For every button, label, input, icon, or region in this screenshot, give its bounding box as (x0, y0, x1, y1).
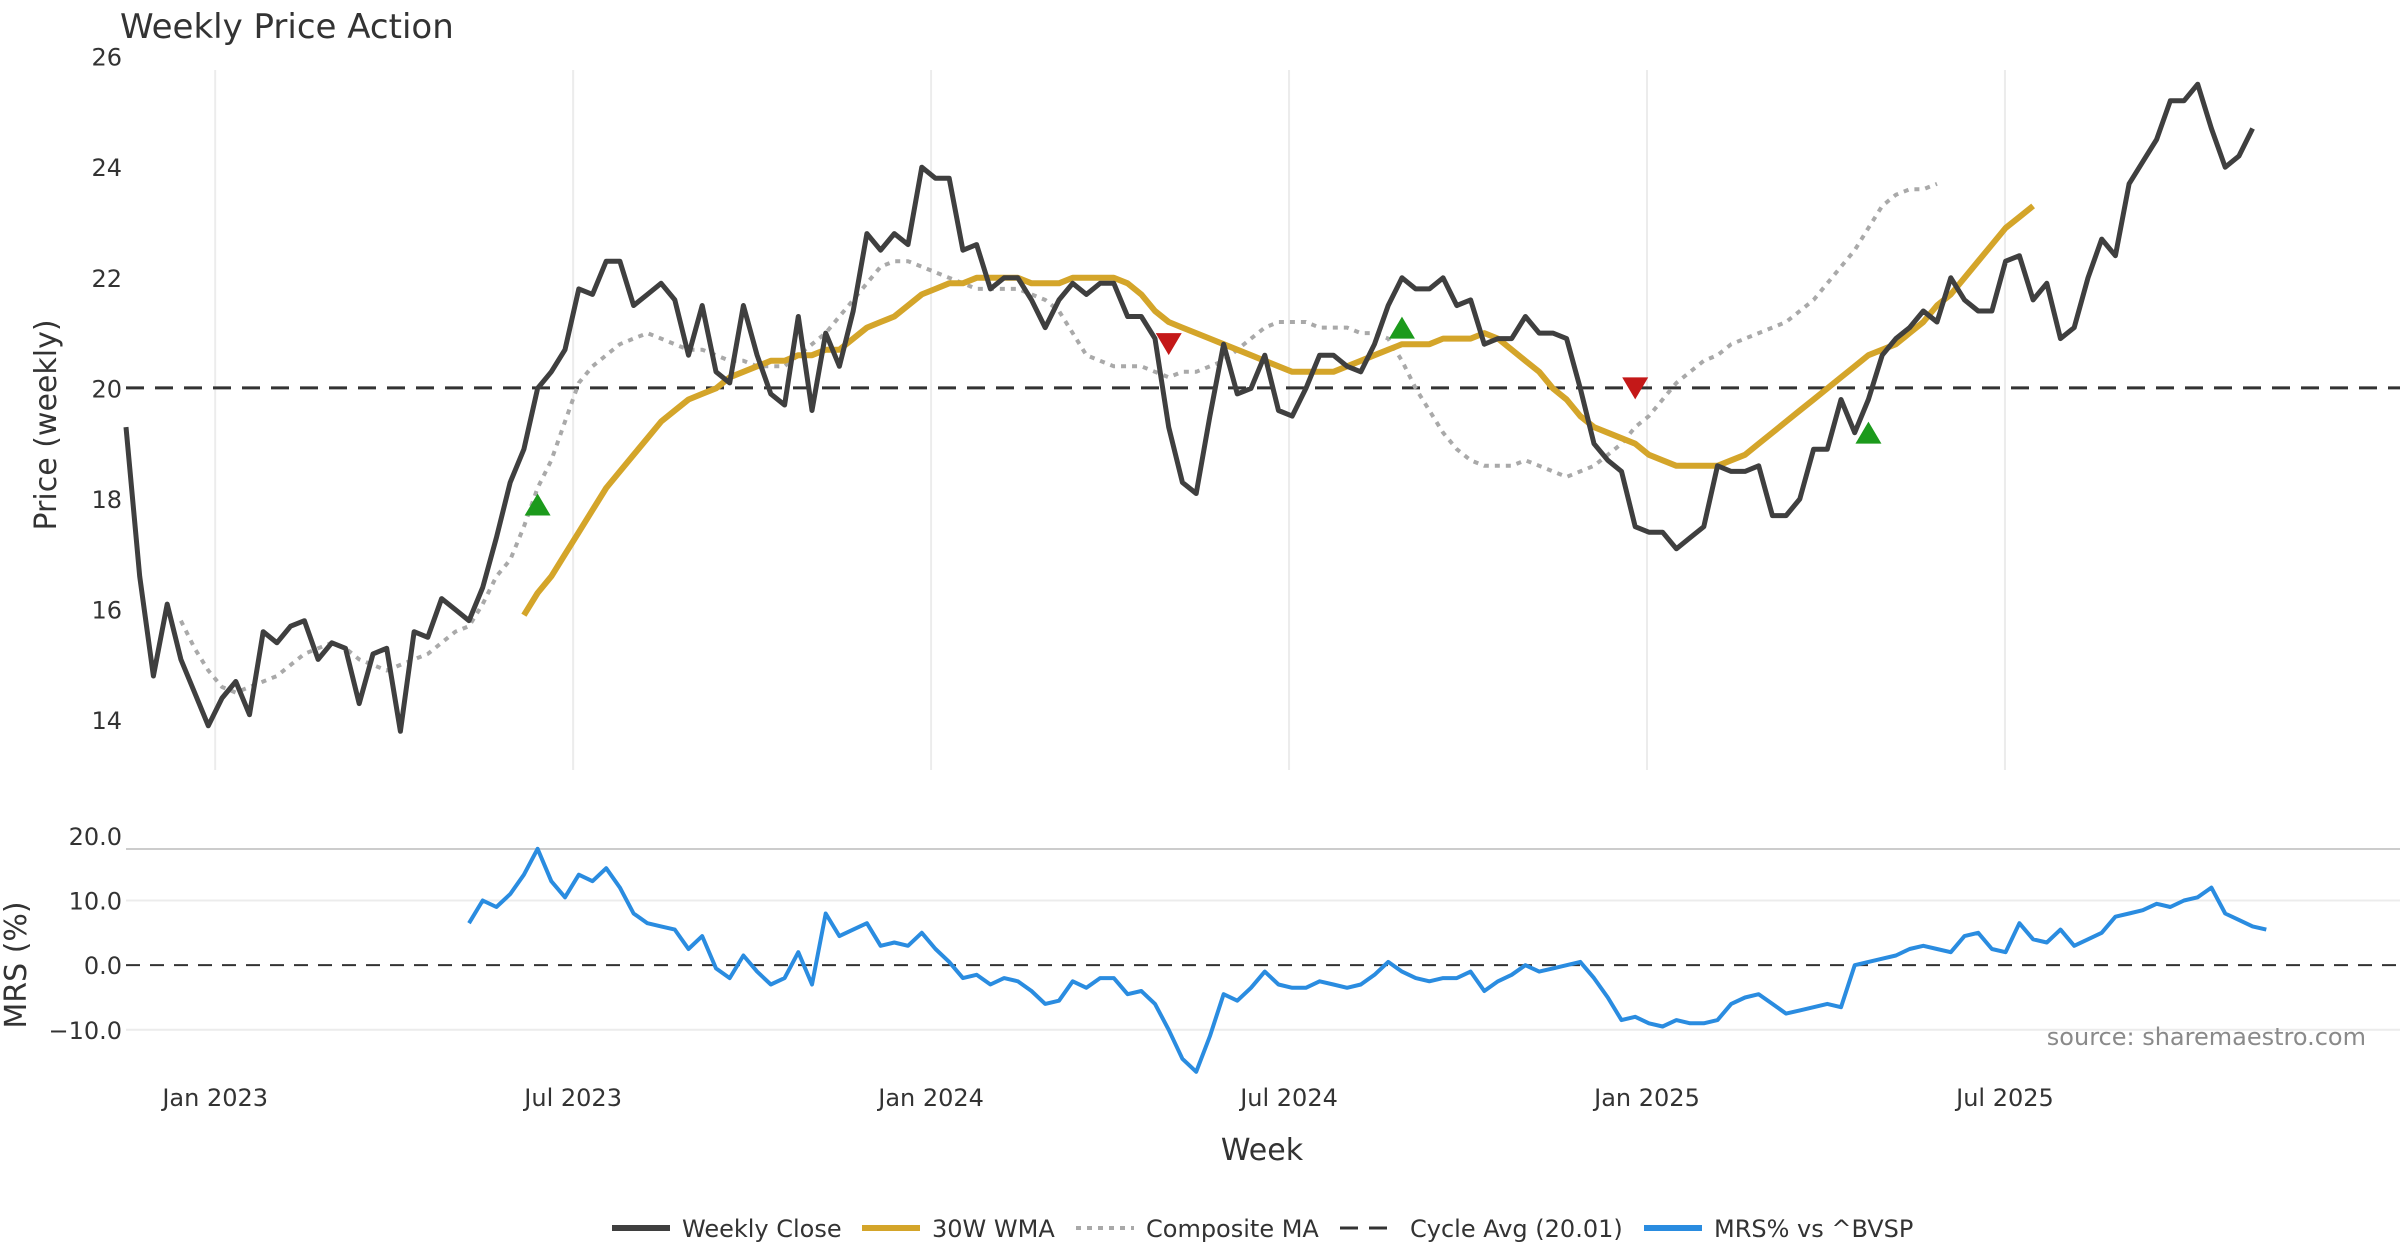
price-y-tick-label: 18 (91, 486, 122, 514)
signal-markers (524, 316, 1882, 516)
x-tick-label: Jan 2025 (1592, 1084, 1700, 1112)
price-vertical-grid (214, 70, 2006, 770)
composite-ma-line (179, 181, 1938, 695)
mrs-y-label: MRS (%) (0, 901, 34, 1028)
mrs-y-ticks: 20.0 10.0 0.0 −10.0 (48, 823, 2400, 1045)
price-y-label: Price (weekly) (29, 319, 64, 530)
price-y-tick-label: 20 (91, 375, 122, 403)
buy-signal-marker (1388, 316, 1415, 339)
wma-30w-line (521, 203, 2035, 617)
price-y-tick-label: 22 (91, 265, 122, 293)
mrs-y-tick-label: 20.0 (69, 823, 122, 851)
x-tick-label: Jul 2024 (1238, 1084, 1338, 1112)
x-axis-ticks: Jan 2023 Jul 2023 Jan 2024 Jul 2024 Jan 2025… (160, 1084, 2053, 1112)
sell-signal-marker (1155, 333, 1182, 356)
buy-signal-marker (1855, 421, 1882, 444)
price-y-tick-label: 24 (91, 154, 122, 182)
x-axis-label: Week (1221, 1133, 1304, 1168)
price-panel: 14 16 18 20 22 24 26 (91, 44, 2400, 770)
x-tick-label: Jan 2023 (160, 1084, 268, 1112)
x-tick-label: Jul 2023 (522, 1084, 622, 1112)
chart-title: Weekly Price Action (120, 7, 454, 47)
price-y-tick-label: 26 (91, 44, 122, 72)
price-y-tick-label: 16 (91, 597, 122, 625)
legend-label-mrs: MRS% vs ^BVSP (1714, 1215, 1913, 1243)
price-y-tick-label: 14 (91, 707, 122, 735)
source-note: source: sharemaestro.com (2047, 1023, 2366, 1051)
price-y-ticks: 14 16 18 20 22 24 26 (91, 44, 122, 736)
legend-label-weekly-close: Weekly Close (682, 1215, 842, 1243)
mrs-line (467, 846, 2267, 1074)
mrs-panel: 20.0 10.0 0.0 −10.0 (48, 823, 2400, 1074)
legend-label-composite: Composite MA (1146, 1215, 1319, 1243)
legend-label-wma: 30W WMA (932, 1215, 1055, 1243)
sell-signal-marker (1622, 377, 1649, 400)
buy-signal-marker (524, 493, 551, 516)
x-tick-label: Jul 2025 (1954, 1084, 2054, 1112)
mrs-y-tick-label: −10.0 (48, 1017, 122, 1045)
x-tick-label: Jan 2024 (876, 1084, 984, 1112)
mrs-y-tick-label: 10.0 (69, 888, 122, 916)
legend-label-cycle-avg: Cycle Avg (20.01) (1410, 1215, 1623, 1243)
legend: Weekly Close 30W WMA Composite MA Cycle … (612, 1215, 1913, 1243)
weekly-close-line (123, 81, 2255, 734)
mrs-y-tick-label: 0.0 (84, 952, 122, 980)
